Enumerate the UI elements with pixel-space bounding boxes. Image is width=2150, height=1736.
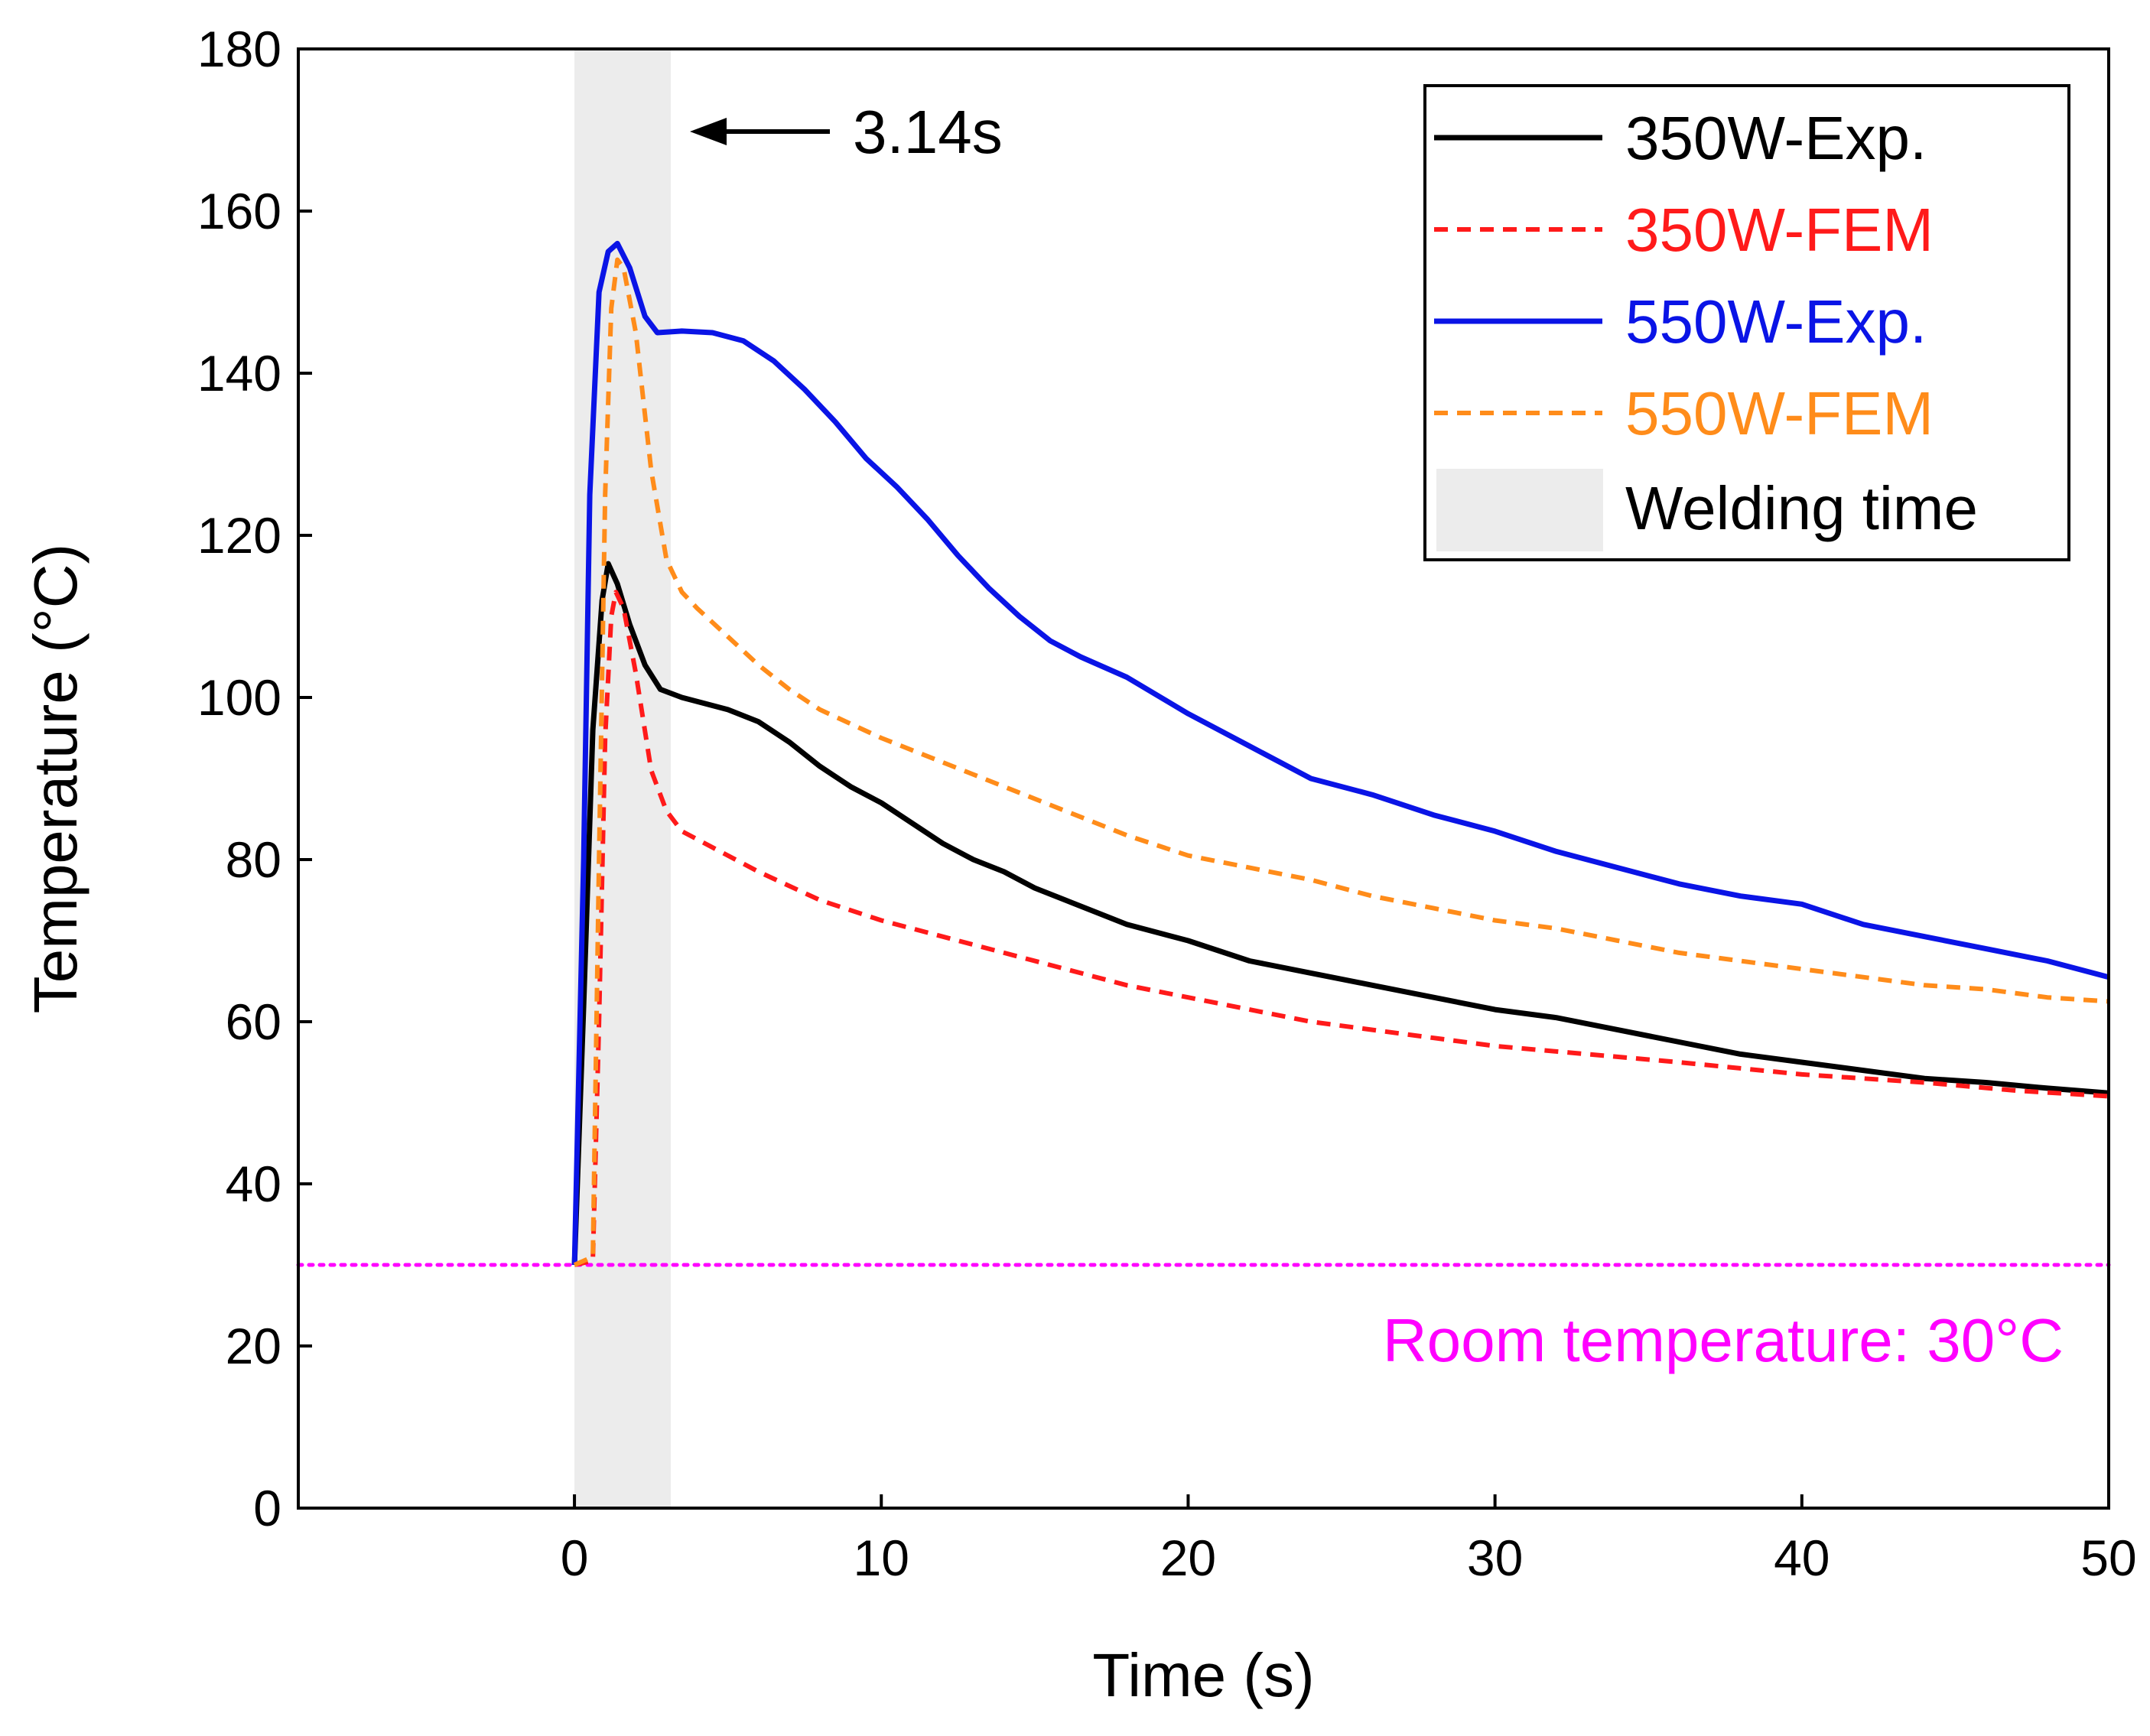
legend-label-350w-exp: 350W-Exp. — [1625, 104, 1927, 172]
y-tick-label-20: 20 — [226, 1318, 281, 1374]
welding-duration-annotation: 3.14s — [690, 98, 1003, 166]
series-line-350w-fem — [574, 590, 2109, 1267]
y-tick-label-180: 180 — [197, 21, 281, 77]
x-tick-label-50: 50 — [2080, 1530, 2136, 1586]
y-tick-label-60: 60 — [226, 993, 281, 1050]
y-tick-label-80: 80 — [226, 831, 281, 888]
y-tick-label-100: 100 — [197, 669, 281, 726]
y-tick-label-160: 160 — [197, 183, 281, 239]
y-tick-label-0: 0 — [253, 1480, 281, 1536]
x-tick-label-10: 10 — [854, 1530, 909, 1586]
legend-label-welding-time: Welding time — [1625, 474, 1978, 542]
y-tick-label-140: 140 — [197, 345, 281, 401]
legend-swatch-welding-time — [1436, 469, 1603, 551]
legend: 350W-Exp. 350W-FEM 550W-Exp. 550W-FEM We… — [1423, 84, 2070, 561]
arrowhead-icon — [690, 118, 727, 145]
series-line-550w-exp — [571, 240, 2109, 1266]
legend-label-350w-fem: 350W-FEM — [1625, 196, 1934, 264]
x-tick-label-40: 40 — [1774, 1530, 1830, 1586]
plot-frame — [297, 47, 2110, 1510]
y-tick-label-120: 120 — [197, 507, 281, 564]
y-tick-label-40: 40 — [226, 1156, 281, 1212]
room-temperature-label: Room temperature: 30°C — [1383, 1306, 2064, 1374]
series-line-350w-exp — [571, 561, 2109, 1266]
x-axis-title: Time (s) — [1092, 1641, 1314, 1709]
y-axis-title: Temperature (°C) — [21, 544, 89, 1013]
legend-label-550w-exp: 550W-Exp. — [1625, 288, 1927, 356]
x-tick-label-20: 20 — [1160, 1530, 1216, 1586]
legend-label-550w-fem: 550W-FEM — [1625, 379, 1934, 447]
welding-duration-label: 3.14s — [853, 98, 1003, 166]
x-tick-label-0: 0 — [561, 1530, 589, 1586]
x-tick-label-30: 30 — [1467, 1530, 1523, 1586]
